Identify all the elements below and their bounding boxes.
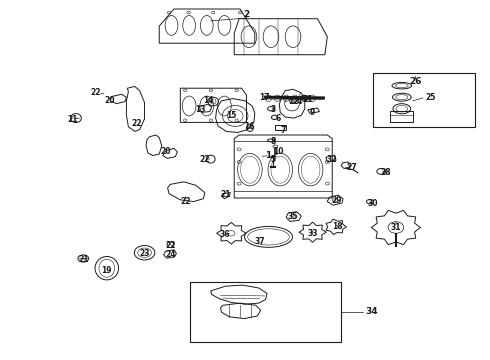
Text: 2: 2 xyxy=(244,10,249,19)
Text: 4: 4 xyxy=(296,97,301,106)
Bar xyxy=(373,73,475,127)
Text: 21: 21 xyxy=(67,115,78,124)
Text: 37: 37 xyxy=(254,237,265,246)
Bar xyxy=(275,125,286,130)
Text: 33: 33 xyxy=(307,229,318,238)
Text: 26: 26 xyxy=(409,77,422,86)
Text: 34: 34 xyxy=(365,307,378,316)
Text: 32: 32 xyxy=(327,154,338,163)
Bar xyxy=(190,282,341,342)
Text: 1: 1 xyxy=(266,151,271,160)
Text: 5: 5 xyxy=(271,154,276,163)
Text: 14: 14 xyxy=(203,96,214,105)
Text: 21: 21 xyxy=(78,256,89,264)
Text: 24: 24 xyxy=(165,251,176,259)
Text: 6: 6 xyxy=(276,113,281,122)
Text: 27: 27 xyxy=(346,163,357,172)
Text: 22: 22 xyxy=(180,197,191,206)
Text: 18: 18 xyxy=(332,222,343,231)
Bar xyxy=(390,111,413,122)
Text: 7: 7 xyxy=(281,126,286,135)
Text: 20: 20 xyxy=(160,148,171,156)
Text: 22: 22 xyxy=(199,154,210,163)
Text: 17: 17 xyxy=(259,93,270,102)
Text: 8: 8 xyxy=(271,136,276,145)
Text: 16: 16 xyxy=(245,122,255,131)
Text: 13: 13 xyxy=(195,105,205,114)
Text: 10: 10 xyxy=(273,147,284,156)
Text: 25: 25 xyxy=(425,94,436,102)
Text: 21: 21 xyxy=(220,190,231,199)
Text: 31: 31 xyxy=(391,223,401,232)
Text: 20: 20 xyxy=(104,95,115,104)
Text: 28: 28 xyxy=(381,168,392,177)
Text: 30: 30 xyxy=(367,198,378,207)
Text: 11: 11 xyxy=(302,95,313,104)
Text: 23: 23 xyxy=(140,249,150,258)
Text: 3: 3 xyxy=(271,105,276,114)
Text: 19: 19 xyxy=(101,266,112,275)
Text: 15: 15 xyxy=(226,111,237,120)
Text: 29: 29 xyxy=(332,196,343,204)
Text: 22: 22 xyxy=(131,118,142,127)
Text: 22: 22 xyxy=(165,241,176,250)
Text: 12: 12 xyxy=(288,97,298,106)
Text: 9: 9 xyxy=(310,108,315,117)
Text: 22: 22 xyxy=(91,88,101,97)
Text: 35: 35 xyxy=(288,212,298,221)
Text: 36: 36 xyxy=(219,230,230,239)
